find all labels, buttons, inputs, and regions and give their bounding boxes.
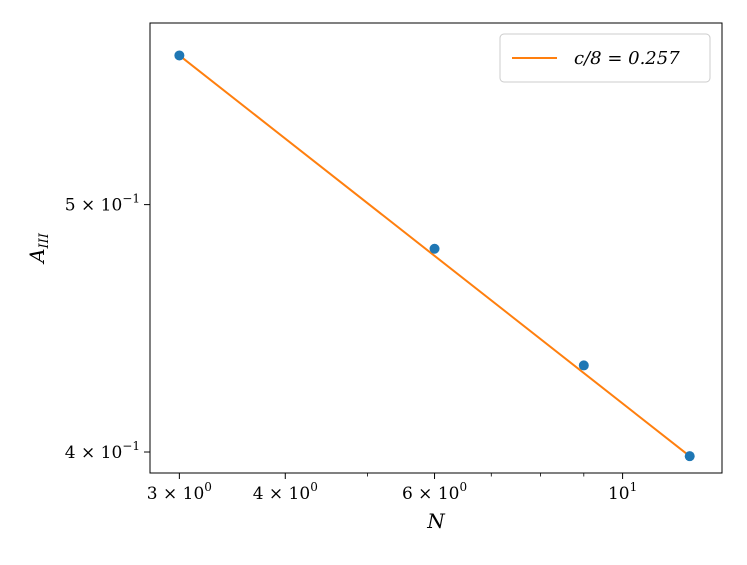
legend-entry-label: c/8 = 0.257 <box>574 48 680 69</box>
y-tick-label-0: 4 × 10−1 <box>65 439 140 463</box>
data-point-1 <box>429 243 440 254</box>
data-point-0 <box>174 50 185 61</box>
x-axis-label: N <box>426 509 446 533</box>
x-tick-label-3: 101 <box>608 480 637 504</box>
y-axis-label-subscript: III <box>37 232 52 249</box>
x-tick-label-0: 3 × 100 <box>147 480 212 504</box>
x-tick-label-2: 6 × 100 <box>402 480 467 504</box>
y-axis-label: AIII <box>25 232 52 265</box>
legend: c/8 = 0.257 <box>499 33 711 83</box>
y-tick-label-1: 5 × 10−1 <box>65 192 140 216</box>
y-axis-ticks: 4 × 10−1 5 × 10−1 <box>65 192 150 463</box>
fit-line <box>178 54 691 457</box>
plot-area-frame <box>149 22 723 474</box>
data-point-2 <box>578 360 589 371</box>
x-tick-label-1: 4 × 100 <box>253 480 318 504</box>
x-axis-ticks: 3 × 100 4 × 100 6 × 100 101 <box>147 473 637 504</box>
legend-box <box>499 33 711 83</box>
data-point-3 <box>684 451 695 462</box>
y-axis-label-main: A <box>25 248 49 264</box>
y-axis-label-group: AIII <box>25 232 52 265</box>
series-layer <box>174 50 695 462</box>
